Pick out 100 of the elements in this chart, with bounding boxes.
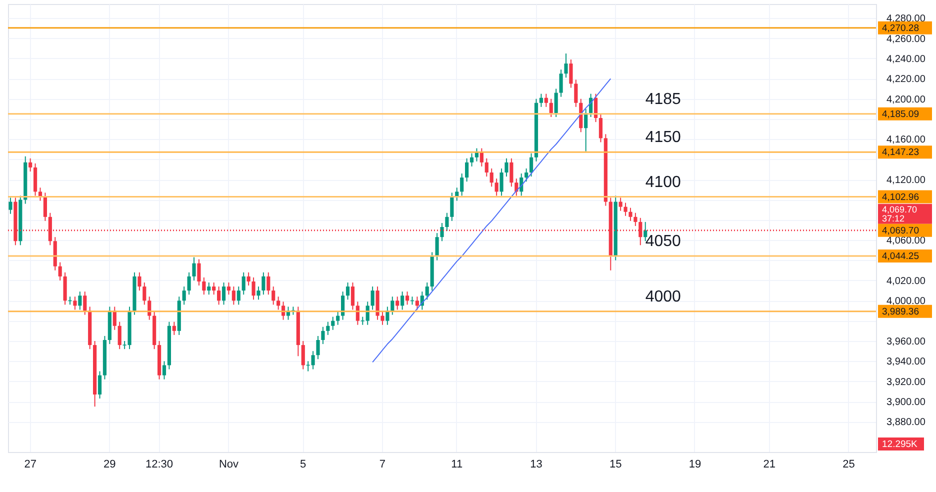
candlestick <box>112 306 116 330</box>
y-tick-label: 3,900.00 <box>886 397 926 408</box>
candlestick <box>336 311 340 326</box>
candlestick <box>276 296 280 310</box>
x-tick-label: 12:30 <box>146 458 174 470</box>
candlestick <box>569 58 573 88</box>
candlestick <box>341 291 345 320</box>
candlestick <box>445 212 449 232</box>
x-tick-label: 21 <box>763 458 776 470</box>
candlestick <box>83 291 87 316</box>
annotation: 4050 <box>645 233 682 250</box>
candlestick <box>598 113 603 143</box>
y-tick-label: 3,880.00 <box>886 417 926 428</box>
candlestick <box>242 272 246 296</box>
x-tick-label: 5 <box>300 458 306 470</box>
candlestick <box>559 69 563 98</box>
candlestick <box>390 296 394 316</box>
candlestick <box>500 168 504 196</box>
candlestick <box>405 291 410 306</box>
annotation: 4100 <box>645 174 682 191</box>
annotation: 4150 <box>645 129 682 146</box>
ref-line-label: 4,270.28 <box>882 22 919 34</box>
x-tick-label: Nov <box>218 458 239 470</box>
y-tick-label: 4,000.00 <box>886 296 926 308</box>
candlestick <box>232 286 236 306</box>
candlestick <box>490 168 494 188</box>
candlestick <box>138 272 142 292</box>
candlestick <box>549 98 553 118</box>
candlestick <box>484 158 488 178</box>
candlestick <box>212 282 216 296</box>
candlestick <box>624 202 628 216</box>
candlestick <box>246 272 250 286</box>
ref-line-label: 4,044.25 <box>882 251 919 262</box>
ref-line-label: 4,102.96 <box>882 192 919 203</box>
candlestick <box>78 291 82 310</box>
candlestick <box>460 173 464 196</box>
y-tick-label: 4,220.00 <box>886 74 926 86</box>
candlestick <box>58 262 62 281</box>
x-tick-label: 27 <box>24 458 36 470</box>
candlestick <box>450 192 454 222</box>
candlestick <box>510 158 514 188</box>
candlestick <box>440 222 444 242</box>
candlestick <box>222 282 226 306</box>
candlestick <box>301 340 305 370</box>
candlestick <box>564 52 568 78</box>
candlestick <box>539 93 543 108</box>
candlestick <box>182 286 186 306</box>
x-tick-label: 19 <box>688 458 702 470</box>
candlestick <box>435 232 439 261</box>
line-series <box>372 78 612 363</box>
annotation: 4000 <box>645 288 682 306</box>
candlestick <box>262 272 266 296</box>
candlestick <box>162 360 166 380</box>
candlestick <box>370 286 374 310</box>
candlestick <box>236 286 240 306</box>
x-tick-label: 29 <box>104 458 116 470</box>
y-tick-label: 3,960.00 <box>886 336 926 348</box>
ref-line-label: 4,185.09 <box>882 108 919 120</box>
candlestick <box>331 316 335 330</box>
candlestick <box>346 282 350 300</box>
x-tick-label: 25 <box>842 458 855 470</box>
candlestick <box>266 272 270 296</box>
candlestick <box>644 221 648 242</box>
y-tick-label: 4,160.00 <box>886 134 926 146</box>
candlestick <box>356 301 360 326</box>
candlestick <box>465 158 469 182</box>
candlestick <box>400 291 404 310</box>
ref-line-label: 3,989.36 <box>882 306 919 318</box>
x-tick-label: 13 <box>530 458 542 470</box>
text: 12.295K <box>882 439 918 450</box>
annotation: 4185 <box>645 90 682 108</box>
candlestick <box>148 296 152 320</box>
candlestick <box>504 158 508 178</box>
x-tick-label: 15 <box>609 458 622 470</box>
candlestick <box>316 335 320 360</box>
candlestick <box>43 192 47 222</box>
candlestick <box>202 276 206 296</box>
candlestick <box>28 158 32 172</box>
candlestick <box>142 282 146 306</box>
y-tick-label: 4,260.00 <box>886 34 926 45</box>
candlestick <box>574 79 578 108</box>
candlestick <box>217 286 221 306</box>
candlestick <box>197 258 201 286</box>
candlestick <box>634 212 638 226</box>
candlestick <box>252 276 256 300</box>
candlestick <box>529 152 534 178</box>
candlestick <box>226 282 231 296</box>
y-tick-label: 4,280.00 <box>886 14 926 25</box>
candlestick <box>73 296 77 310</box>
candlestick <box>425 282 429 300</box>
candlestick <box>326 321 330 336</box>
candlestick <box>272 286 276 306</box>
candlestick <box>172 321 176 336</box>
candlestick <box>350 282 355 310</box>
y-tick-label: 3,940.00 <box>886 356 926 368</box>
candlestick <box>207 282 211 296</box>
candlestick <box>618 197 622 212</box>
ref-line-label: 4,069.70 <box>882 225 919 236</box>
candlestick <box>192 256 196 281</box>
y-tick-label: 4,200.00 <box>886 94 926 106</box>
